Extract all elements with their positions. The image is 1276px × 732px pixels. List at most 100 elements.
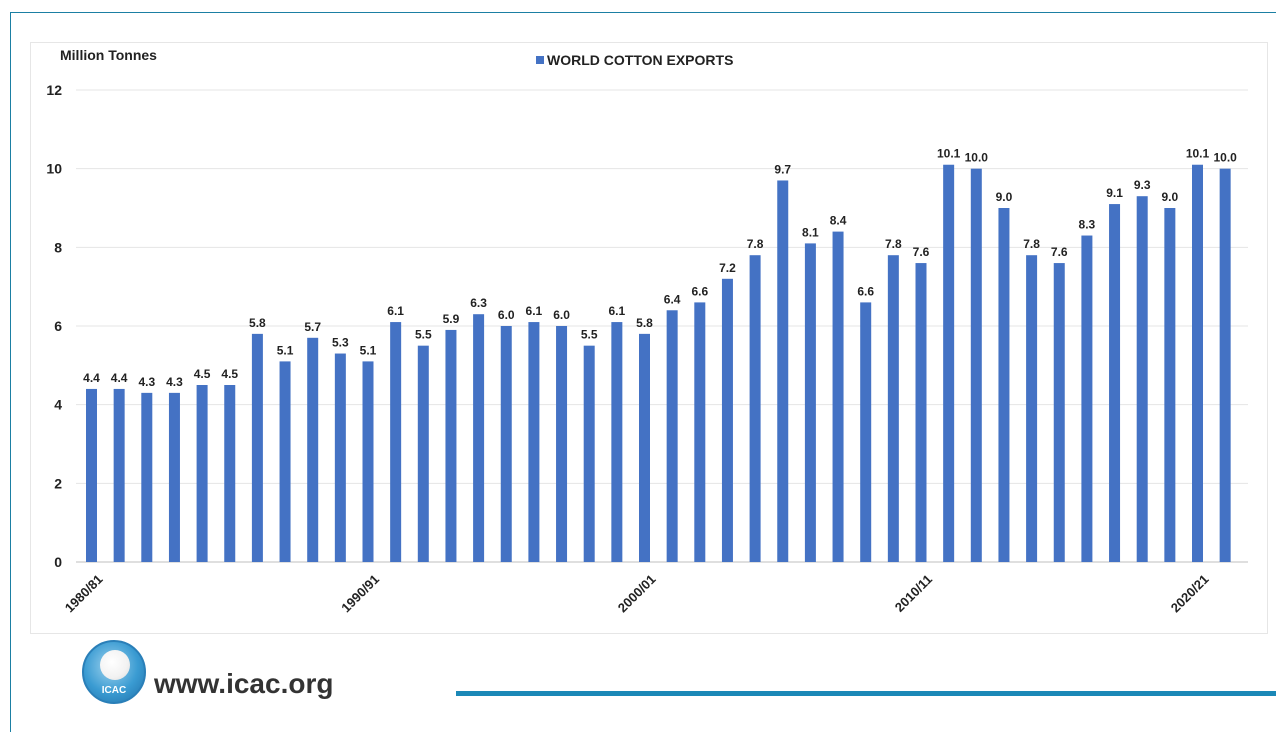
y-tick-label: 8 [54,239,62,255]
data-label: 5.5 [581,328,598,342]
data-label: 5.9 [443,312,460,326]
bar [694,302,706,562]
bar [804,243,816,562]
y-tick-label: 6 [54,318,62,334]
bar-chart: 0 2 4 6 8 10 12 4.4 4.4 4.3 4.3 4.5 4.5 5.8 5.1 5.7 5.3 5… [46,82,1248,616]
bar [887,255,899,562]
data-label: 6.1 [387,304,404,318]
bar [556,326,568,562]
legend-swatch [536,56,544,64]
data-label: 6.3 [470,296,487,310]
data-label: 7.6 [913,245,930,259]
data-label: 4.5 [194,367,211,381]
bar [915,263,927,562]
bar [334,353,346,562]
y-tick-label: 4 [54,397,62,413]
bar [417,345,429,562]
bar [224,385,236,562]
data-label: 4.4 [111,371,128,385]
data-label: 7.8 [747,237,764,251]
data-label: 8.4 [830,214,847,228]
data-label: 4.5 [221,367,238,381]
bar [362,361,374,562]
x-tick-label: 2010/11 [892,572,935,615]
data-label: 6.1 [609,304,626,318]
data-label: 6.0 [553,308,570,322]
bar [251,333,263,562]
x-tick-label: 2000/01 [615,572,659,616]
y-tick-label: 10 [46,161,62,177]
bar [279,361,291,562]
data-label: 5.8 [249,316,266,330]
data-label: 9.1 [1106,186,1123,200]
footer-divider [456,691,1276,696]
bar [611,322,623,562]
bar [583,345,595,562]
data-label: 4.3 [138,375,155,389]
bar [1192,164,1203,562]
x-tick-label: 1990/91 [338,572,382,616]
logo-text: ICAC [101,685,127,696]
data-label: 9.0 [1162,190,1179,204]
bar [639,333,650,562]
data-label: 5.1 [277,343,294,357]
data-label: 6.6 [857,284,874,298]
bar [666,310,678,562]
data-label: 9.7 [774,162,791,176]
bar [1219,168,1231,562]
data-label: 6.0 [498,308,515,322]
bar [943,164,955,562]
bar [749,255,761,562]
icac-logo: ICAC [82,640,146,704]
bar [777,180,789,562]
bar [168,392,180,562]
bar [1081,235,1093,563]
data-label: 7.2 [719,261,736,275]
bar [721,278,733,562]
data-label: 5.7 [304,320,321,334]
data-label: 6.1 [526,304,543,318]
bar [860,302,872,562]
website-link[interactable]: www.icac.org [154,668,334,699]
bar [86,388,97,562]
bar [1109,204,1121,563]
bar [1053,263,1065,562]
data-label: 6.6 [691,284,708,298]
data-label: 8.1 [802,225,819,239]
x-tick-label: 1980/81 [62,572,106,616]
data-label: 7.8 [1023,237,1040,251]
data-label: 10.1 [1186,147,1210,161]
data-label: 5.1 [360,343,377,357]
data-label: 9.3 [1134,178,1151,192]
bar [998,208,1010,562]
bar [832,231,844,562]
data-label: 7.8 [885,237,902,251]
data-label: 10.1 [937,147,961,161]
data-label: 10.0 [965,151,989,165]
x-tick-label: 2020/21 [1168,572,1212,616]
y-tick-label: 2 [54,475,62,491]
legend: WORLD COTTON EXPORTS [536,52,733,68]
bar [500,326,512,562]
data-label: 9.0 [996,190,1013,204]
y-tick-label: 0 [54,554,62,570]
bar [390,322,402,562]
bar [970,168,982,562]
data-label: 7.6 [1051,245,1068,259]
bar [445,329,457,562]
bar [1026,255,1038,562]
data-label: 5.3 [332,336,349,350]
data-label: 5.8 [636,316,653,330]
bar [196,385,208,562]
data-label: 6.4 [664,292,681,306]
bar [528,322,540,562]
bar [141,392,153,562]
data-label: 5.5 [415,328,432,342]
page-frame [10,12,1276,732]
data-label: 10.0 [1213,151,1237,165]
data-label: 4.3 [166,375,183,389]
y-tick-label: 12 [46,82,62,98]
bar [113,388,125,562]
data-label: 4.4 [83,371,100,385]
legend-label: WORLD COTTON EXPORTS [547,52,734,68]
